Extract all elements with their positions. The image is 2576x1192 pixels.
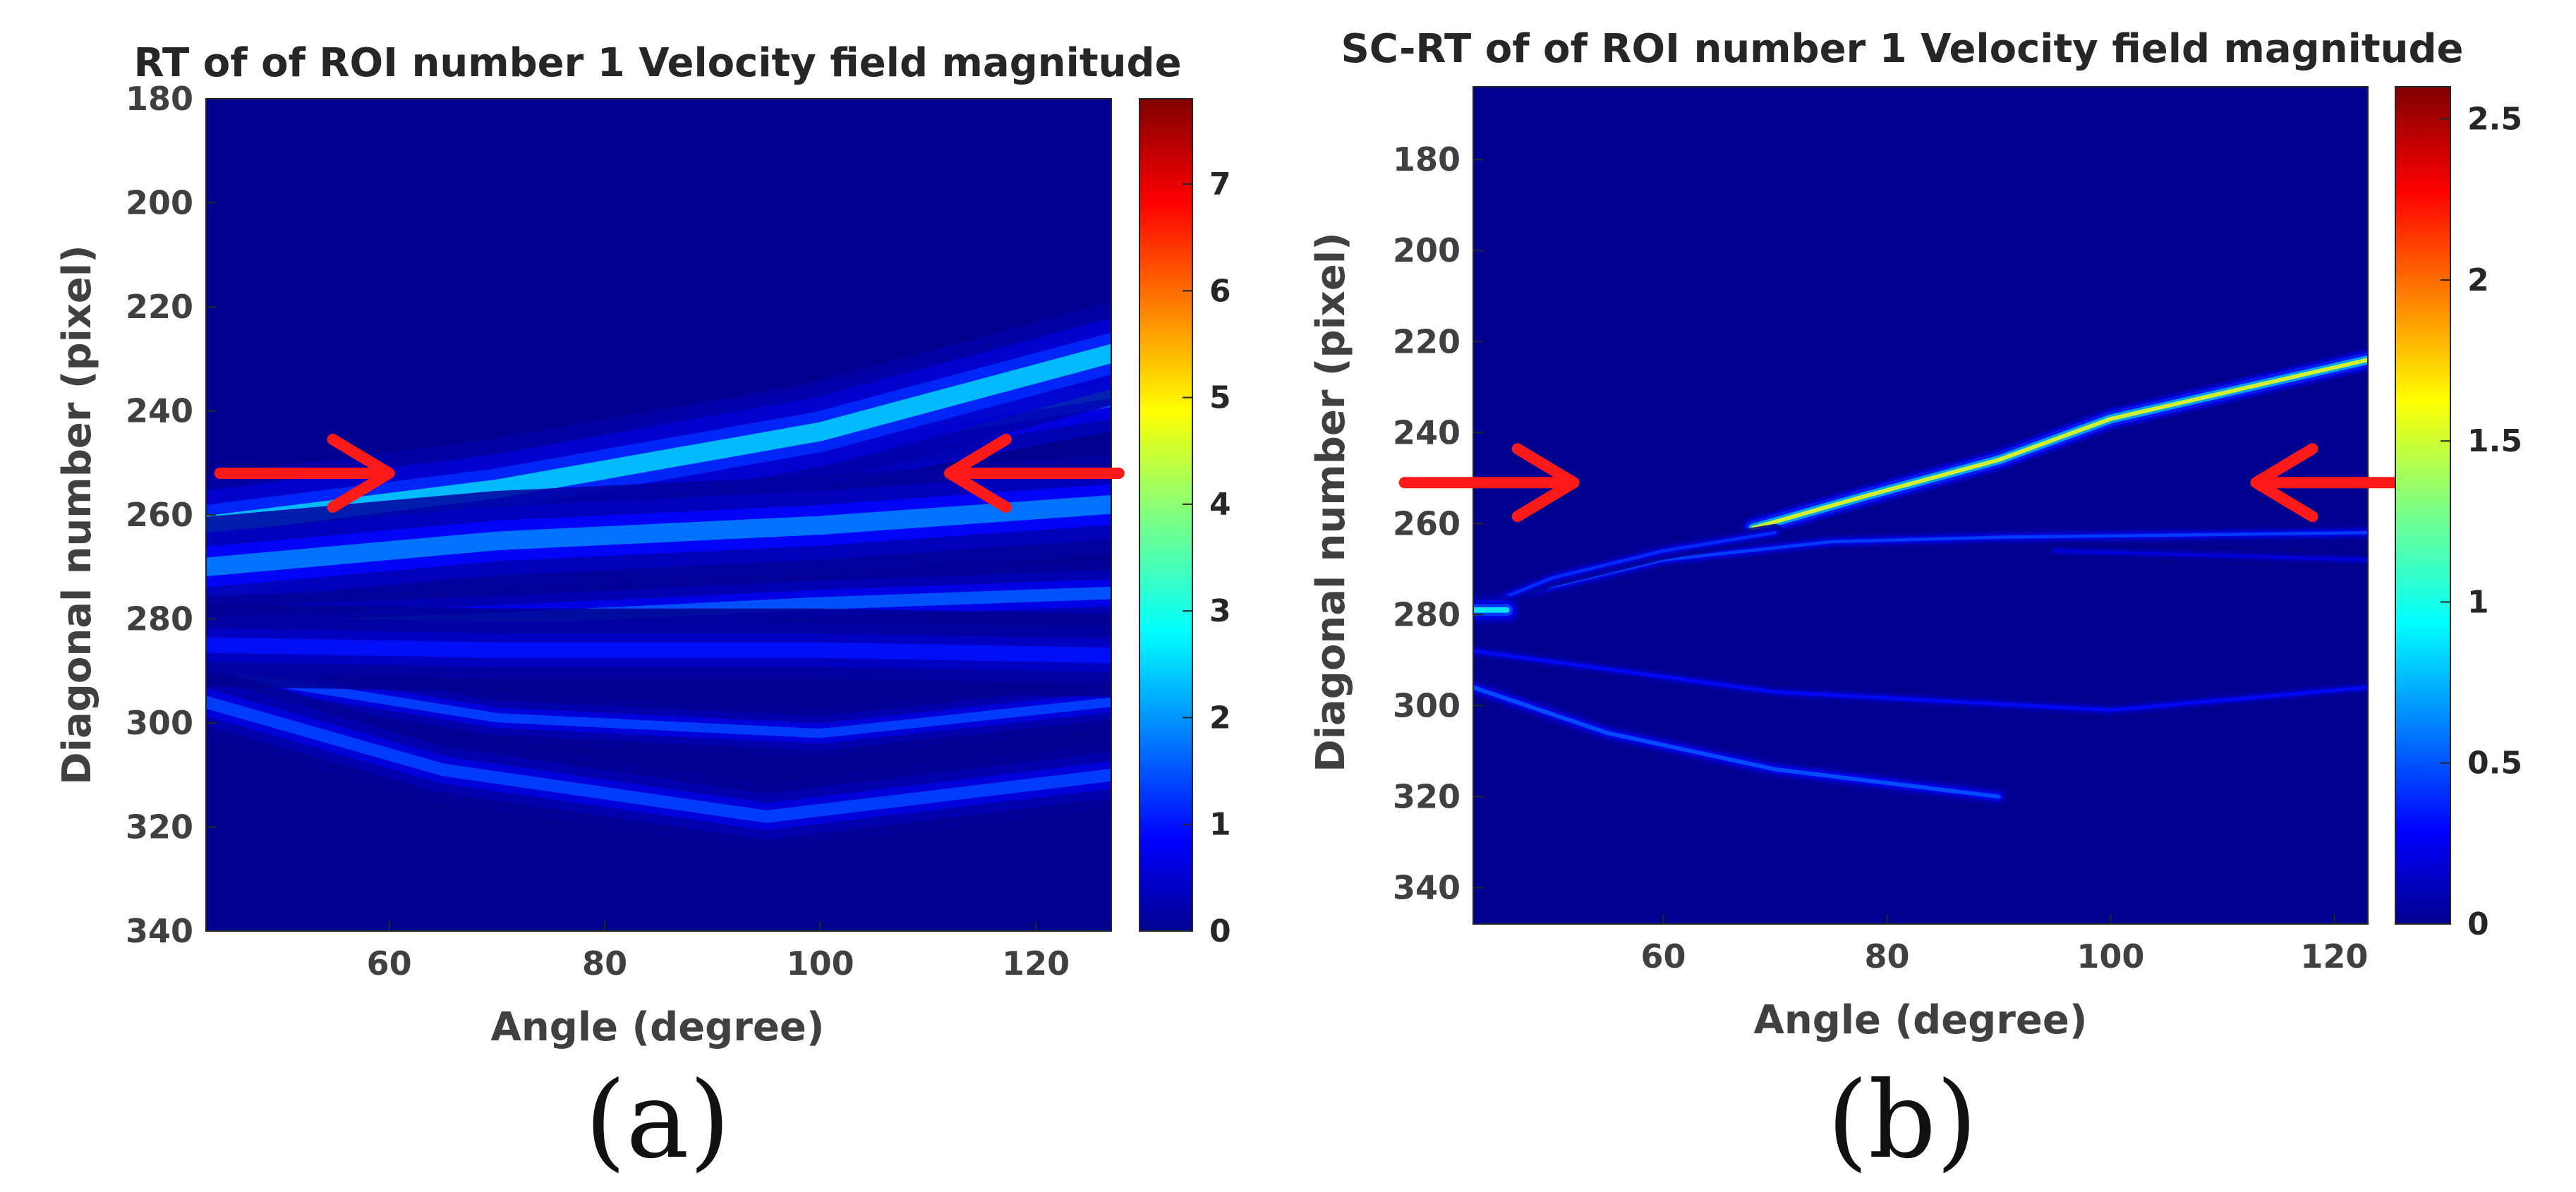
- chart-a-colorbar-tick-label: 5: [1209, 380, 1231, 416]
- chart-a-y-axis-label: Diagonal number (pixel): [54, 245, 100, 784]
- chart-b-band-layer: [1473, 530, 1777, 612]
- panel-label-b: (b): [1827, 1059, 1977, 1182]
- chart-b-x-tick-label: 120: [2300, 937, 2368, 975]
- chart-a-bands: [206, 303, 1111, 850]
- chart-b-band: [1473, 523, 1784, 619]
- chart-a-arrow-shape: [214, 434, 395, 513]
- chart-a-y-tick-label: 340: [126, 912, 193, 950]
- chart-b-colorbar-tick-label: 1.5: [2467, 423, 2522, 459]
- chart-a-colorbar-tick-label: 7: [1209, 166, 1231, 202]
- chart-b-y-tick-label: 300: [1393, 686, 1461, 724]
- chart-b-colorbar: [2395, 86, 2451, 925]
- chart-a-colorbar-tick-label: 6: [1209, 273, 1231, 309]
- chart-a-arrow-right: [214, 434, 395, 513]
- chart-b-y-tick-label: 220: [1393, 322, 1461, 360]
- chart-b-arrow-shape: [1398, 443, 1580, 523]
- chart-b-band-layer: [1473, 685, 2001, 799]
- chart-b-y-tick-label: 280: [1393, 595, 1461, 633]
- chart-b-y-tick-label: 260: [1393, 504, 1461, 542]
- chart-b-y-ticks: 180 200 220 240 260 280 300 320 340: [1393, 140, 1483, 906]
- chart-b-colorbar-tick-label: 2: [2467, 262, 2489, 298]
- chart-a-arrow-shape: [943, 434, 1125, 513]
- chart-a-y-tick-label: 200: [126, 184, 193, 222]
- chart-b-colorbar-tick-label: 0.5: [2467, 746, 2522, 782]
- chart-b-y-tick-label: 320: [1393, 777, 1461, 815]
- chart-b-x-tick-label: 60: [1640, 937, 1686, 975]
- chart-a-colorbar: [1139, 98, 1193, 932]
- chart-b: SC-RT of of ROI number 1 Velocity field …: [1308, 26, 2522, 1182]
- chart-a-band-layer: [206, 666, 1111, 738]
- chart-b-plot-frame: [1473, 86, 2369, 925]
- chart-b-y-tick-label: 200: [1393, 231, 1461, 269]
- chart-b-band: [1741, 348, 2368, 540]
- chart-b-band-layer: [1750, 358, 2368, 530]
- chart-a-x-tick-label: 80: [582, 944, 627, 983]
- chart-a-arrows: [214, 434, 1125, 513]
- chart-a-colorbar-tick-label: 0: [1209, 913, 1231, 949]
- chart-a-colorbar-tick-label: 4: [1209, 487, 1231, 523]
- chart-b-x-tick-label: 80: [1864, 937, 1909, 975]
- chart-a-x-tick-label: 100: [787, 944, 854, 983]
- chart-b-y-tick-label: 340: [1393, 868, 1461, 906]
- chart-b-title: SC-RT of of ROI number 1 Velocity field …: [1341, 26, 2463, 72]
- chart-b-colorbar-tick-label: 0: [2467, 906, 2489, 942]
- chart-b-band: [1473, 642, 2368, 719]
- chart-a-arrow-left: [943, 434, 1125, 513]
- chart-a-y-tick-label: 300: [126, 704, 193, 742]
- chart-b-band: [2045, 542, 2368, 569]
- chart-a-y-tick-label: 260: [126, 496, 193, 534]
- chart-a-band-layer: [206, 495, 1111, 577]
- chart-a-colorbar-tick-label: 1: [1209, 807, 1231, 843]
- chart-a-x-tick-label: 60: [367, 944, 412, 983]
- chart-a-y-tick-label: 240: [126, 392, 193, 430]
- chart-a-y-tick-label: 320: [126, 808, 193, 846]
- chart-b-x-axis-label: Angle (degree): [1754, 997, 2088, 1043]
- chart-b-y-tick-label: 180: [1393, 140, 1461, 178]
- chart-a-y-tick-label: 180: [126, 80, 193, 118]
- chart-a-x-tick-label: 120: [1002, 944, 1070, 983]
- chart-a-y-ticks: 180 200 220 240 260 280 300 320 340: [126, 80, 216, 950]
- chart-a-band-layer: [206, 637, 1111, 664]
- chart-a-band: [206, 454, 1111, 617]
- chart-b-band: [1473, 676, 2010, 808]
- chart-b-band-layer: [2052, 549, 2368, 562]
- chart-a-title: RT of of ROI number 1 Velocity field mag…: [133, 40, 1181, 86]
- chart-b-colorbar-tick-label: 1: [2467, 584, 2489, 620]
- chart-a-band: [206, 645, 1111, 759]
- chart-a-band-layer: [206, 695, 1111, 823]
- chart-a-x-ticks: 60 80 100 120: [367, 921, 1070, 983]
- chart-a-band: [206, 603, 1111, 698]
- chart-b-y-axis-label: Diagonal number (pixel): [1308, 232, 1354, 772]
- chart-a-colorbar-tick-label: 3: [1209, 593, 1231, 629]
- chart-b-colorbar-tick-label: 2.5: [2467, 102, 2522, 138]
- chart-b-colorbar-ticks: 0 0.5 1 1.5 2 2.5: [2441, 102, 2522, 942]
- chart-b-plot-background: [1473, 87, 2368, 924]
- chart-b-y-tick-label: 240: [1393, 413, 1461, 451]
- chart-a-colorbar-ticks: 0 1 2 3 4 5 6 7: [1183, 166, 1231, 949]
- panel-label-a: (a): [585, 1059, 730, 1182]
- chart-a-band: [206, 669, 1111, 850]
- chart-b-x-tick-label: 100: [2076, 937, 2144, 975]
- chart-b-bands: [1473, 348, 2368, 808]
- chart-a-y-tick-label: 280: [126, 600, 193, 638]
- chart-b-x-ticks: 60 80 100 120: [1640, 914, 2368, 975]
- chart-b-band-layer: [1473, 649, 2368, 712]
- chart-a: RT of of ROI number 1 Velocity field mag…: [54, 40, 1231, 1182]
- chart-b-arrow-right: [1398, 443, 1580, 523]
- chart-a-colorbar-tick-label: 2: [1209, 700, 1231, 736]
- chart-a-x-axis-label: Angle (degree): [491, 1004, 825, 1050]
- chart-a-y-tick-label: 220: [126, 288, 193, 326]
